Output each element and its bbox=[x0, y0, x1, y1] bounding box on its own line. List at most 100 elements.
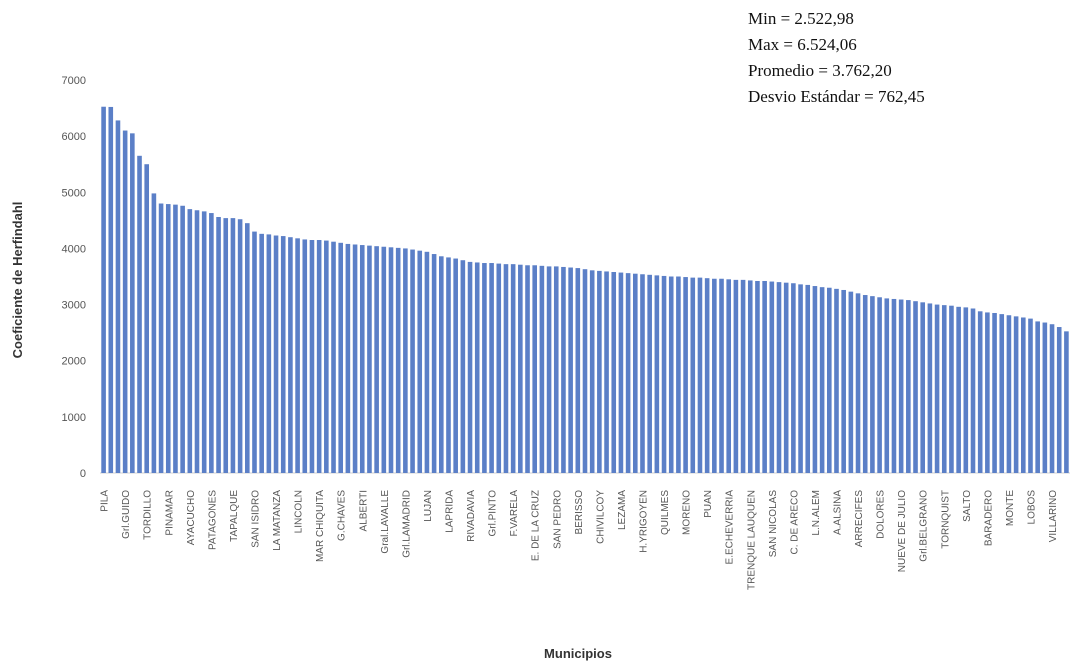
bar bbox=[230, 218, 236, 473]
bar bbox=[180, 205, 185, 473]
bar bbox=[280, 236, 286, 473]
bar bbox=[288, 237, 293, 473]
x-tick-label: CHIVILCOY bbox=[595, 490, 606, 544]
x-tick-label: MONTE bbox=[1005, 490, 1016, 526]
bar bbox=[216, 216, 221, 473]
bar bbox=[331, 241, 336, 473]
bar bbox=[575, 268, 581, 473]
x-tick-label: TRENQUE LAUQUEN bbox=[746, 490, 757, 590]
x-tick-label: PILA bbox=[100, 490, 111, 512]
x-tick-label: H.YRIGOYEN bbox=[638, 490, 649, 553]
x-tick-label: ALBERTI bbox=[358, 490, 369, 532]
x-tick-label: Grl.GUIDO bbox=[121, 490, 132, 539]
bar bbox=[1028, 318, 1033, 473]
bar bbox=[187, 209, 193, 473]
bar bbox=[812, 286, 818, 473]
bar bbox=[597, 270, 602, 473]
bar bbox=[891, 298, 897, 473]
bar bbox=[1020, 317, 1026, 473]
y-tick-label: 5000 bbox=[62, 187, 86, 199]
bar bbox=[374, 246, 379, 473]
bar bbox=[1035, 321, 1040, 473]
x-tick-label: LOBOS bbox=[1026, 490, 1037, 525]
bar bbox=[819, 287, 825, 473]
bar bbox=[920, 302, 926, 473]
bar bbox=[640, 274, 645, 473]
bar bbox=[1013, 316, 1019, 473]
x-tick-label: C. DE ARECO bbox=[789, 490, 800, 555]
bar bbox=[791, 283, 796, 473]
bar bbox=[776, 282, 782, 473]
bar bbox=[834, 288, 839, 473]
bar bbox=[963, 307, 969, 473]
annotation: Desvio Estándar = 762,45 bbox=[748, 87, 925, 106]
x-tick-label: LA MATANZA bbox=[272, 490, 283, 551]
bar bbox=[826, 287, 832, 473]
y-tick-label: 0 bbox=[80, 468, 86, 480]
x-tick-label: MORENO bbox=[682, 490, 693, 535]
x-tick-label: LINCOLN bbox=[294, 490, 305, 533]
x-tick-label: QUILMES bbox=[660, 490, 671, 535]
bar bbox=[115, 120, 121, 474]
bar bbox=[173, 204, 178, 473]
bar bbox=[877, 297, 882, 473]
bar bbox=[941, 305, 947, 473]
bar bbox=[130, 133, 135, 474]
bar bbox=[625, 273, 631, 473]
x-tick-label: TORNQUIST bbox=[940, 490, 951, 549]
x-tick-label: RIVADAVIA bbox=[466, 490, 477, 542]
bar bbox=[302, 239, 308, 473]
bar bbox=[431, 254, 437, 473]
bar bbox=[618, 272, 624, 473]
bar bbox=[726, 279, 732, 473]
bar bbox=[604, 271, 609, 473]
bar bbox=[985, 312, 990, 473]
x-tick-label: SAN NICOLAS bbox=[768, 490, 779, 558]
bar bbox=[841, 289, 846, 473]
bar bbox=[496, 263, 502, 473]
x-tick-label: E. DE LA CRUZ bbox=[531, 490, 542, 561]
bar bbox=[913, 301, 918, 473]
bar bbox=[676, 276, 681, 473]
x-tick-label: Grl.PINTO bbox=[488, 490, 499, 537]
x-tick-label: NUEVE DE JULIO bbox=[897, 490, 908, 572]
bar bbox=[862, 295, 868, 473]
bar bbox=[395, 247, 401, 473]
bar bbox=[108, 106, 114, 473]
bar bbox=[165, 204, 171, 473]
bar bbox=[798, 284, 803, 473]
bar bbox=[482, 263, 487, 473]
bar bbox=[719, 278, 724, 473]
bar bbox=[805, 284, 811, 473]
bar bbox=[273, 235, 279, 473]
bar bbox=[661, 275, 667, 473]
y-tick-label: 6000 bbox=[62, 131, 86, 143]
bar bbox=[503, 264, 509, 473]
bar bbox=[316, 240, 322, 473]
bar bbox=[510, 264, 516, 473]
bar bbox=[582, 269, 588, 473]
bar bbox=[733, 279, 739, 473]
bar bbox=[101, 106, 106, 473]
bar bbox=[740, 279, 746, 473]
bar bbox=[568, 267, 573, 473]
x-tick-label: PINAMAR bbox=[164, 490, 175, 536]
x-tick-label: LUJAN bbox=[423, 490, 434, 522]
bar bbox=[467, 261, 473, 473]
x-tick-label: Grl.LAMADRID bbox=[401, 490, 412, 558]
bar bbox=[539, 265, 545, 473]
bar bbox=[295, 238, 300, 473]
bar bbox=[151, 193, 157, 473]
bar bbox=[194, 210, 200, 473]
bar bbox=[489, 263, 494, 473]
bar bbox=[259, 233, 264, 473]
bar bbox=[252, 231, 257, 473]
bar bbox=[769, 281, 775, 473]
bar bbox=[424, 251, 430, 473]
bar bbox=[1064, 331, 1069, 473]
bar bbox=[755, 280, 760, 473]
bar bbox=[345, 243, 351, 473]
x-tick-label: E.ECHEVERRIA bbox=[725, 490, 736, 565]
y-tick-label: 4000 bbox=[62, 243, 86, 255]
